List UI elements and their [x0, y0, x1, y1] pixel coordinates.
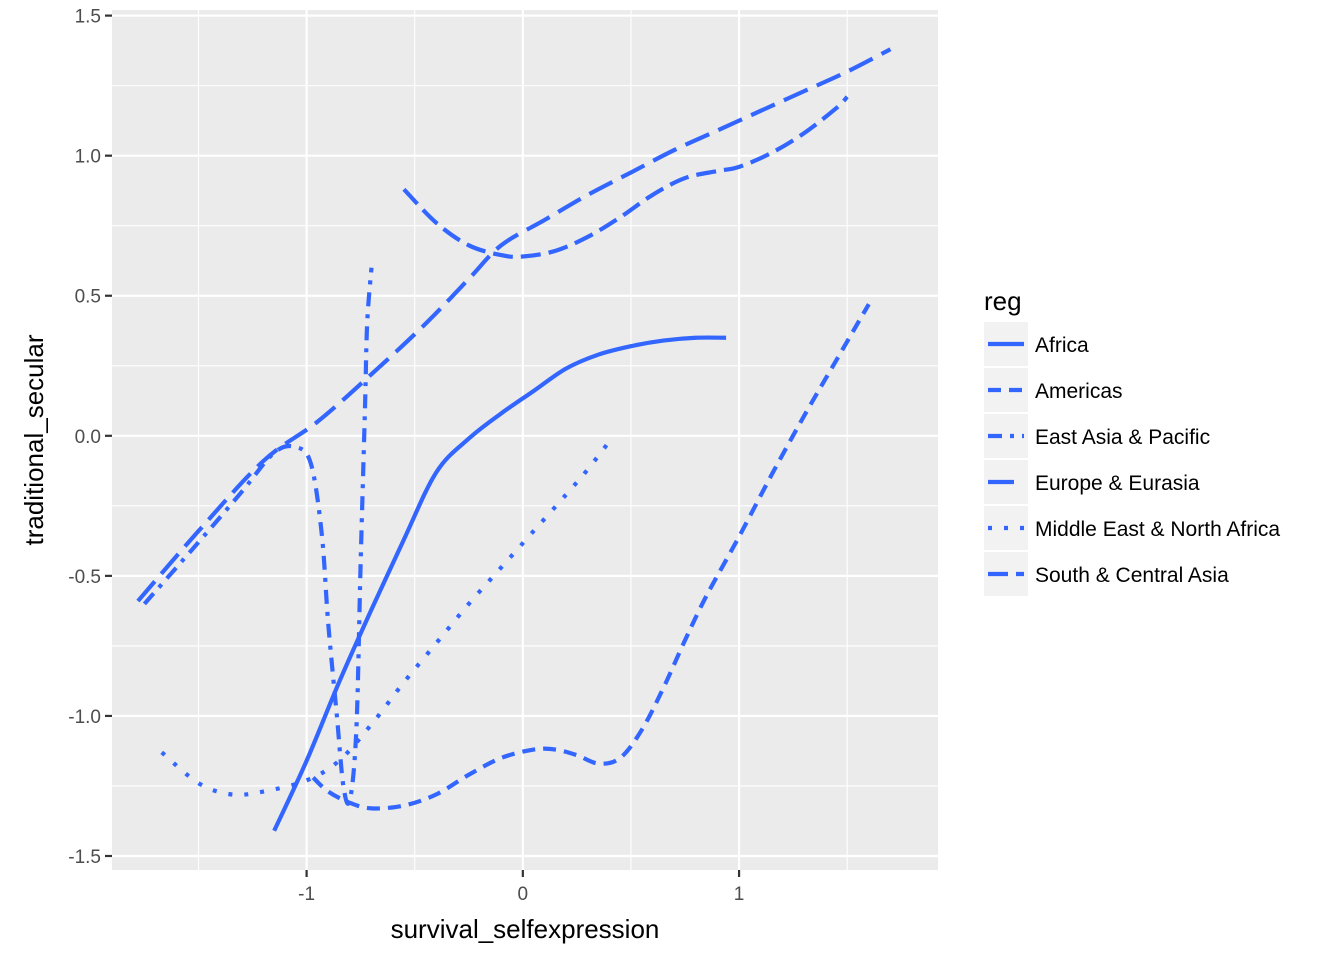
series-lines [136, 47, 892, 832]
series-line-east-asia-and-pacific [142, 267, 374, 806]
y-tick-label: 0.0 [75, 427, 101, 448]
plot-panel [112, 10, 938, 870]
legend-label-east-asia-and-pacific: East Asia & Pacific [1035, 426, 1210, 449]
axes: -1 0 1 -1.5 -1.0 -0.5 0.0 0.5 1.0 1.5 [68, 7, 744, 905]
legend: reg Africa Americas East Asia & Pacific Eur… [984, 286, 1280, 596]
x-axis-title: survival_selfexpression [391, 914, 660, 944]
series-line-africa [272, 335, 727, 832]
legend-label-africa: Africa [1035, 334, 1089, 357]
x-tick-label: -1 [298, 884, 315, 905]
y-axis-title: traditional_secular [19, 334, 49, 545]
legend-label-middle-east-and-north-africa: Middle East & North Africa [1035, 518, 1280, 541]
panel-background [112, 10, 938, 870]
y-tick-label: -1.5 [68, 847, 101, 868]
y-tick-label: -0.5 [68, 567, 101, 588]
y-tick-label: 0.5 [75, 287, 101, 308]
legend-label-south-and-central-asia: South & Central Asia [1035, 564, 1229, 587]
series-line-europe-and-eurasia [136, 47, 892, 603]
y-tick-label: -1.0 [68, 707, 101, 728]
legend-label-americas: Americas [1035, 380, 1123, 403]
y-tick-label: 1.0 [75, 147, 101, 168]
legend-title: reg [984, 286, 1022, 316]
grid-lines [112, 10, 938, 870]
x-tick-label: 1 [734, 884, 745, 905]
series-line-south-and-central-asia [402, 95, 849, 259]
legend-label-europe-and-eurasia: Europe & Eurasia [1035, 472, 1200, 495]
series-line-americas [311, 303, 871, 811]
x-tick-label: 0 [518, 884, 529, 905]
y-tick-label: 1.5 [75, 7, 101, 28]
